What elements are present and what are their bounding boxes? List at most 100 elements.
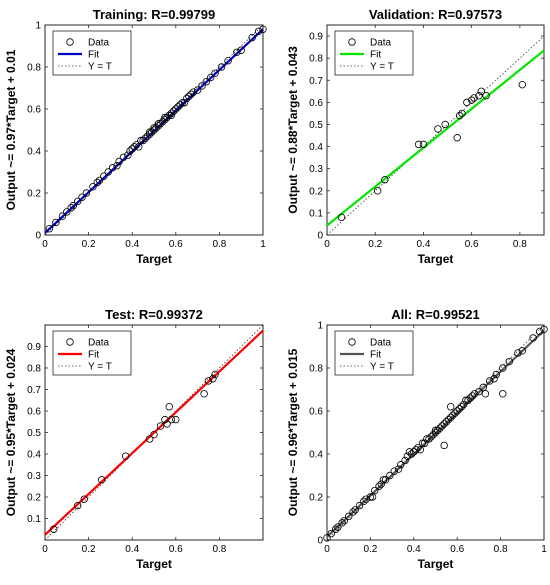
data-point	[407, 450, 416, 458]
legend-entry: Fit	[88, 350, 99, 361]
data-point	[371, 486, 379, 495]
data-point	[433, 426, 442, 435]
data-point	[381, 476, 390, 484]
y-tick-label: 1	[35, 21, 41, 32]
y-axis-label: Output ~= 0.88*Target + 0.043	[286, 46, 300, 214]
legend-entry: Data	[88, 38, 110, 49]
data-point	[368, 493, 377, 501]
data-point	[323, 534, 331, 542]
y-tick-label: 0.1	[309, 208, 323, 219]
x-tick-label: 0.6	[465, 239, 479, 250]
data-point	[414, 140, 423, 149]
data-point	[482, 92, 490, 100]
data-point	[463, 98, 471, 107]
data-point	[451, 409, 459, 417]
x-tick-label: 0.4	[416, 239, 430, 250]
x-tick-label: 1	[541, 544, 547, 555]
y-tick-label: 0.8	[27, 364, 41, 375]
data-point	[174, 103, 182, 111]
data-point	[159, 117, 167, 126]
data-point	[50, 525, 58, 533]
data-point	[202, 77, 211, 86]
legend-data-marker	[66, 38, 74, 46]
data-point	[470, 390, 479, 398]
data-point	[169, 107, 178, 115]
data-point	[200, 390, 208, 398]
data-point	[58, 212, 67, 220]
data-point	[518, 347, 526, 355]
data-point	[436, 424, 444, 432]
data-point	[163, 113, 171, 122]
data-point	[178, 98, 187, 107]
data-point	[156, 422, 165, 430]
data-point	[441, 120, 449, 129]
data-point	[440, 420, 448, 428]
data-point	[518, 80, 526, 89]
data-point	[457, 403, 466, 411]
data-point	[211, 69, 219, 77]
chart-title: All: R=0.99521	[391, 307, 480, 322]
data-point	[486, 377, 494, 385]
x-tick-label: 0.8	[513, 239, 527, 250]
data-point	[453, 407, 461, 415]
data-point	[97, 476, 106, 484]
y-tick-label: 0.8	[309, 54, 323, 65]
y-tick-label: 0.4	[309, 142, 323, 153]
data-point	[475, 92, 483, 100]
y-tick-label: 0.4	[27, 450, 41, 461]
data-point	[139, 136, 147, 145]
data-point	[475, 387, 483, 396]
x-tick-label: 0.8	[494, 544, 508, 555]
data-point	[141, 134, 149, 143]
data-point	[446, 413, 455, 422]
y-tick-label: 0.6	[309, 407, 323, 418]
data-point	[89, 182, 97, 191]
data-point	[405, 448, 414, 456]
y-tick-label: 0.1	[27, 514, 41, 525]
data-point	[161, 113, 169, 122]
data-point	[464, 396, 472, 404]
data-point	[145, 130, 154, 138]
chart-title: Test: R=0.99372	[105, 307, 203, 322]
data-point	[449, 411, 457, 419]
data-point	[145, 435, 154, 443]
data-point	[130, 143, 139, 151]
panel-2: 0 0.2 0.4 0.6 0.8 0 0.1 0.2 0.3 0.4 0.5 0.6 0.7 0.8 0.…	[286, 7, 545, 266]
data-point	[180, 98, 189, 107]
data-point	[150, 126, 158, 134]
legend-entry: Y = T	[88, 62, 112, 73]
data-point	[132, 140, 141, 149]
y-tick-label: 0.6	[309, 98, 323, 109]
y-tick-label: 0.5	[27, 428, 41, 439]
y-tick-label: 0.4	[27, 147, 41, 158]
data-point	[360, 497, 368, 505]
data-point	[189, 88, 197, 96]
data-point	[453, 134, 461, 142]
data-point	[467, 96, 476, 104]
x-axis-label: Target	[418, 557, 454, 571]
data-point	[198, 82, 206, 90]
data-point	[128, 145, 136, 153]
data-point	[73, 197, 82, 206]
data-point	[93, 178, 102, 187]
x-tick-label: 0	[42, 544, 48, 555]
data-point	[119, 153, 128, 161]
data-point	[113, 161, 121, 170]
data-point	[462, 396, 470, 404]
legend-entry: Fit	[370, 350, 381, 361]
data-point	[397, 461, 405, 469]
y-axis-label: Output ~= 0.97*Target + 0.01	[4, 49, 18, 210]
legend-entry: Fit	[88, 50, 99, 61]
x-tick-label: 0	[324, 544, 330, 555]
y-tick-label: 0.3	[27, 471, 41, 482]
x-tick-label: 0.4	[407, 544, 421, 555]
data-point	[414, 443, 422, 452]
data-point	[349, 508, 357, 516]
legend-entry: Y = T	[370, 362, 394, 373]
data-point	[455, 111, 464, 120]
data-point	[431, 426, 440, 435]
data-point	[73, 501, 82, 510]
data-point	[163, 420, 171, 428]
data-point	[167, 111, 176, 119]
